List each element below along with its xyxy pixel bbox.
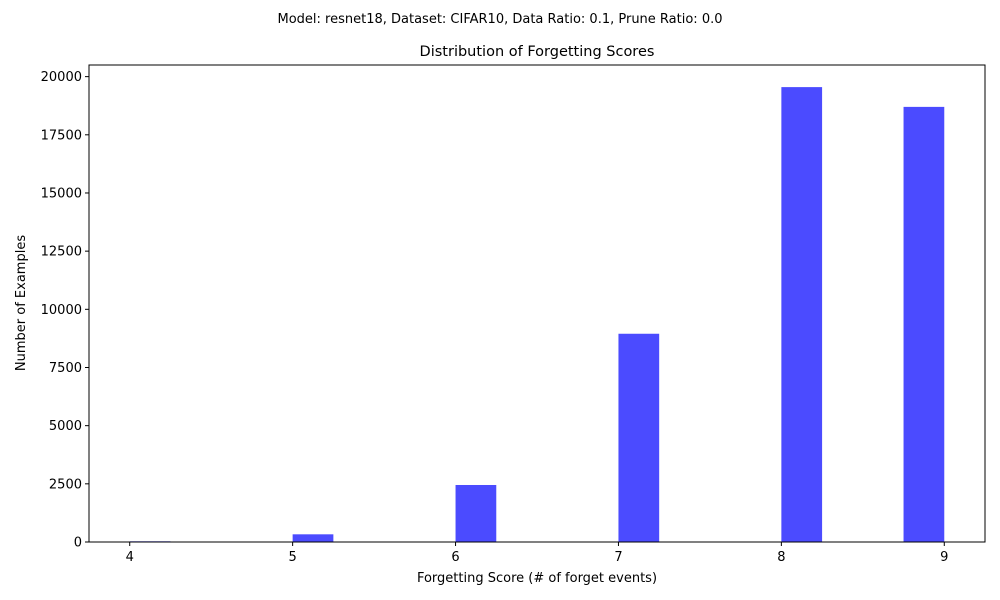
bar-2 bbox=[455, 484, 497, 542]
x-ticks-group: 4 5 6 7 8 9 bbox=[126, 542, 948, 565]
figure-suptitle: Model: resnet18, Dataset: CIFAR10, Data … bbox=[278, 12, 723, 27]
x-tick-label-4: 8 bbox=[777, 550, 785, 565]
x-axis-label: Forgetting Score (# of forget events) bbox=[417, 571, 657, 586]
y-tick-label-0: 0 bbox=[74, 536, 82, 551]
y-tick-label-8: 20000 bbox=[41, 70, 82, 85]
y-tick-label-3: 7500 bbox=[49, 361, 82, 376]
y-tick-label-5: 12500 bbox=[41, 245, 82, 260]
x-tick-label-5: 9 bbox=[940, 550, 948, 565]
y-tick-label-7: 17500 bbox=[41, 128, 82, 143]
x-tick-label-1: 5 bbox=[288, 550, 296, 565]
x-tick-label-0: 4 bbox=[126, 550, 134, 565]
bar-1 bbox=[292, 534, 334, 542]
bar-3 bbox=[618, 333, 660, 542]
y-axis-label: Number of Examples bbox=[14, 235, 29, 371]
bars-group bbox=[129, 87, 945, 542]
bar-5 bbox=[903, 106, 945, 542]
x-tick-label-2: 6 bbox=[451, 550, 459, 565]
chart-title: Distribution of Forgetting Scores bbox=[420, 44, 655, 60]
y-tick-label-4: 10000 bbox=[41, 303, 82, 318]
bar-4 bbox=[781, 87, 823, 542]
y-tick-label-1: 2500 bbox=[49, 477, 82, 492]
y-tick-label-2: 5000 bbox=[49, 419, 82, 434]
y-ticks-group: 0 2500 5000 7500 10000 12500 15000 17500 20000 bbox=[41, 70, 89, 551]
plot-frame bbox=[88, 64, 986, 543]
y-tick-label-6: 15000 bbox=[41, 186, 82, 201]
x-tick-label-3: 7 bbox=[614, 550, 622, 565]
